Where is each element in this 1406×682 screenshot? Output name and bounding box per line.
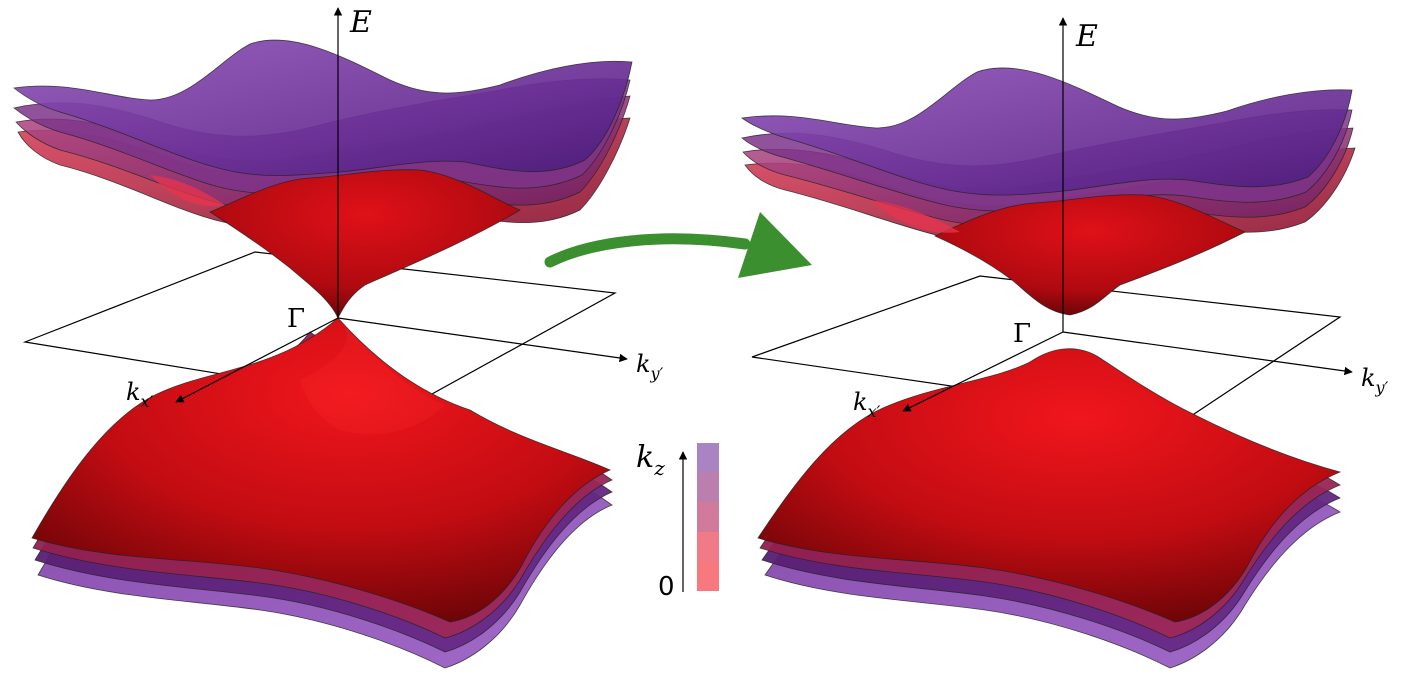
upper-band-sheet-top	[740, 67, 1353, 196]
upper-band-pink-sliver	[150, 175, 225, 207]
transition-arrow-head	[738, 212, 812, 278]
upper-band-stack	[13, 39, 633, 319]
kx-axis-label: kx′	[853, 388, 881, 421]
ky-axis	[337, 317, 628, 363]
transition-arrow	[544, 212, 812, 278]
gamma-point-label: Γ	[1013, 319, 1031, 349]
kz-colorbar: kz 0	[636, 440, 719, 602]
panel-gapped: E Γ kx′ ky′	[740, 17, 1389, 669]
energy-axis-label: E	[349, 5, 372, 40]
upper-band-gapped-bottom	[934, 194, 1246, 316]
kz-zero-label: 0	[658, 572, 675, 602]
upper-band-pink-sliver	[870, 200, 960, 233]
transition-arrow-shaft	[544, 233, 751, 268]
panel-gapless: E Γ kx′ ky′	[13, 5, 664, 669]
ky-axis-label: ky′	[1361, 364, 1389, 397]
colorbar-segment-2	[697, 532, 719, 562]
kz-label: kz	[636, 440, 665, 480]
colorbar-segment-3	[697, 502, 719, 532]
lower-band-stack	[757, 348, 1342, 669]
upper-band-stack	[740, 67, 1356, 316]
upper-band-sheet-top	[13, 39, 633, 177]
colorbar-segment-4	[697, 472, 719, 502]
kx-axis	[902, 331, 1064, 412]
lower-band-sheet-red	[757, 348, 1342, 623]
gamma-point-label: Γ	[287, 304, 305, 334]
lower-band-sheet-red	[31, 317, 611, 623]
kx-axis-label: kx′	[126, 378, 154, 411]
ky-axis-label: ky′	[636, 350, 664, 383]
dirac-cone-upper	[209, 169, 521, 319]
kx-axis	[175, 317, 339, 403]
energy-axis-label: E	[1075, 19, 1098, 54]
ky-axis	[1062, 331, 1353, 376]
colorbar-segment-1	[697, 562, 719, 591]
lower-band-highlight	[300, 318, 445, 434]
lower-band-stack	[31, 317, 613, 669]
colorbar-segment-5	[697, 443, 719, 472]
